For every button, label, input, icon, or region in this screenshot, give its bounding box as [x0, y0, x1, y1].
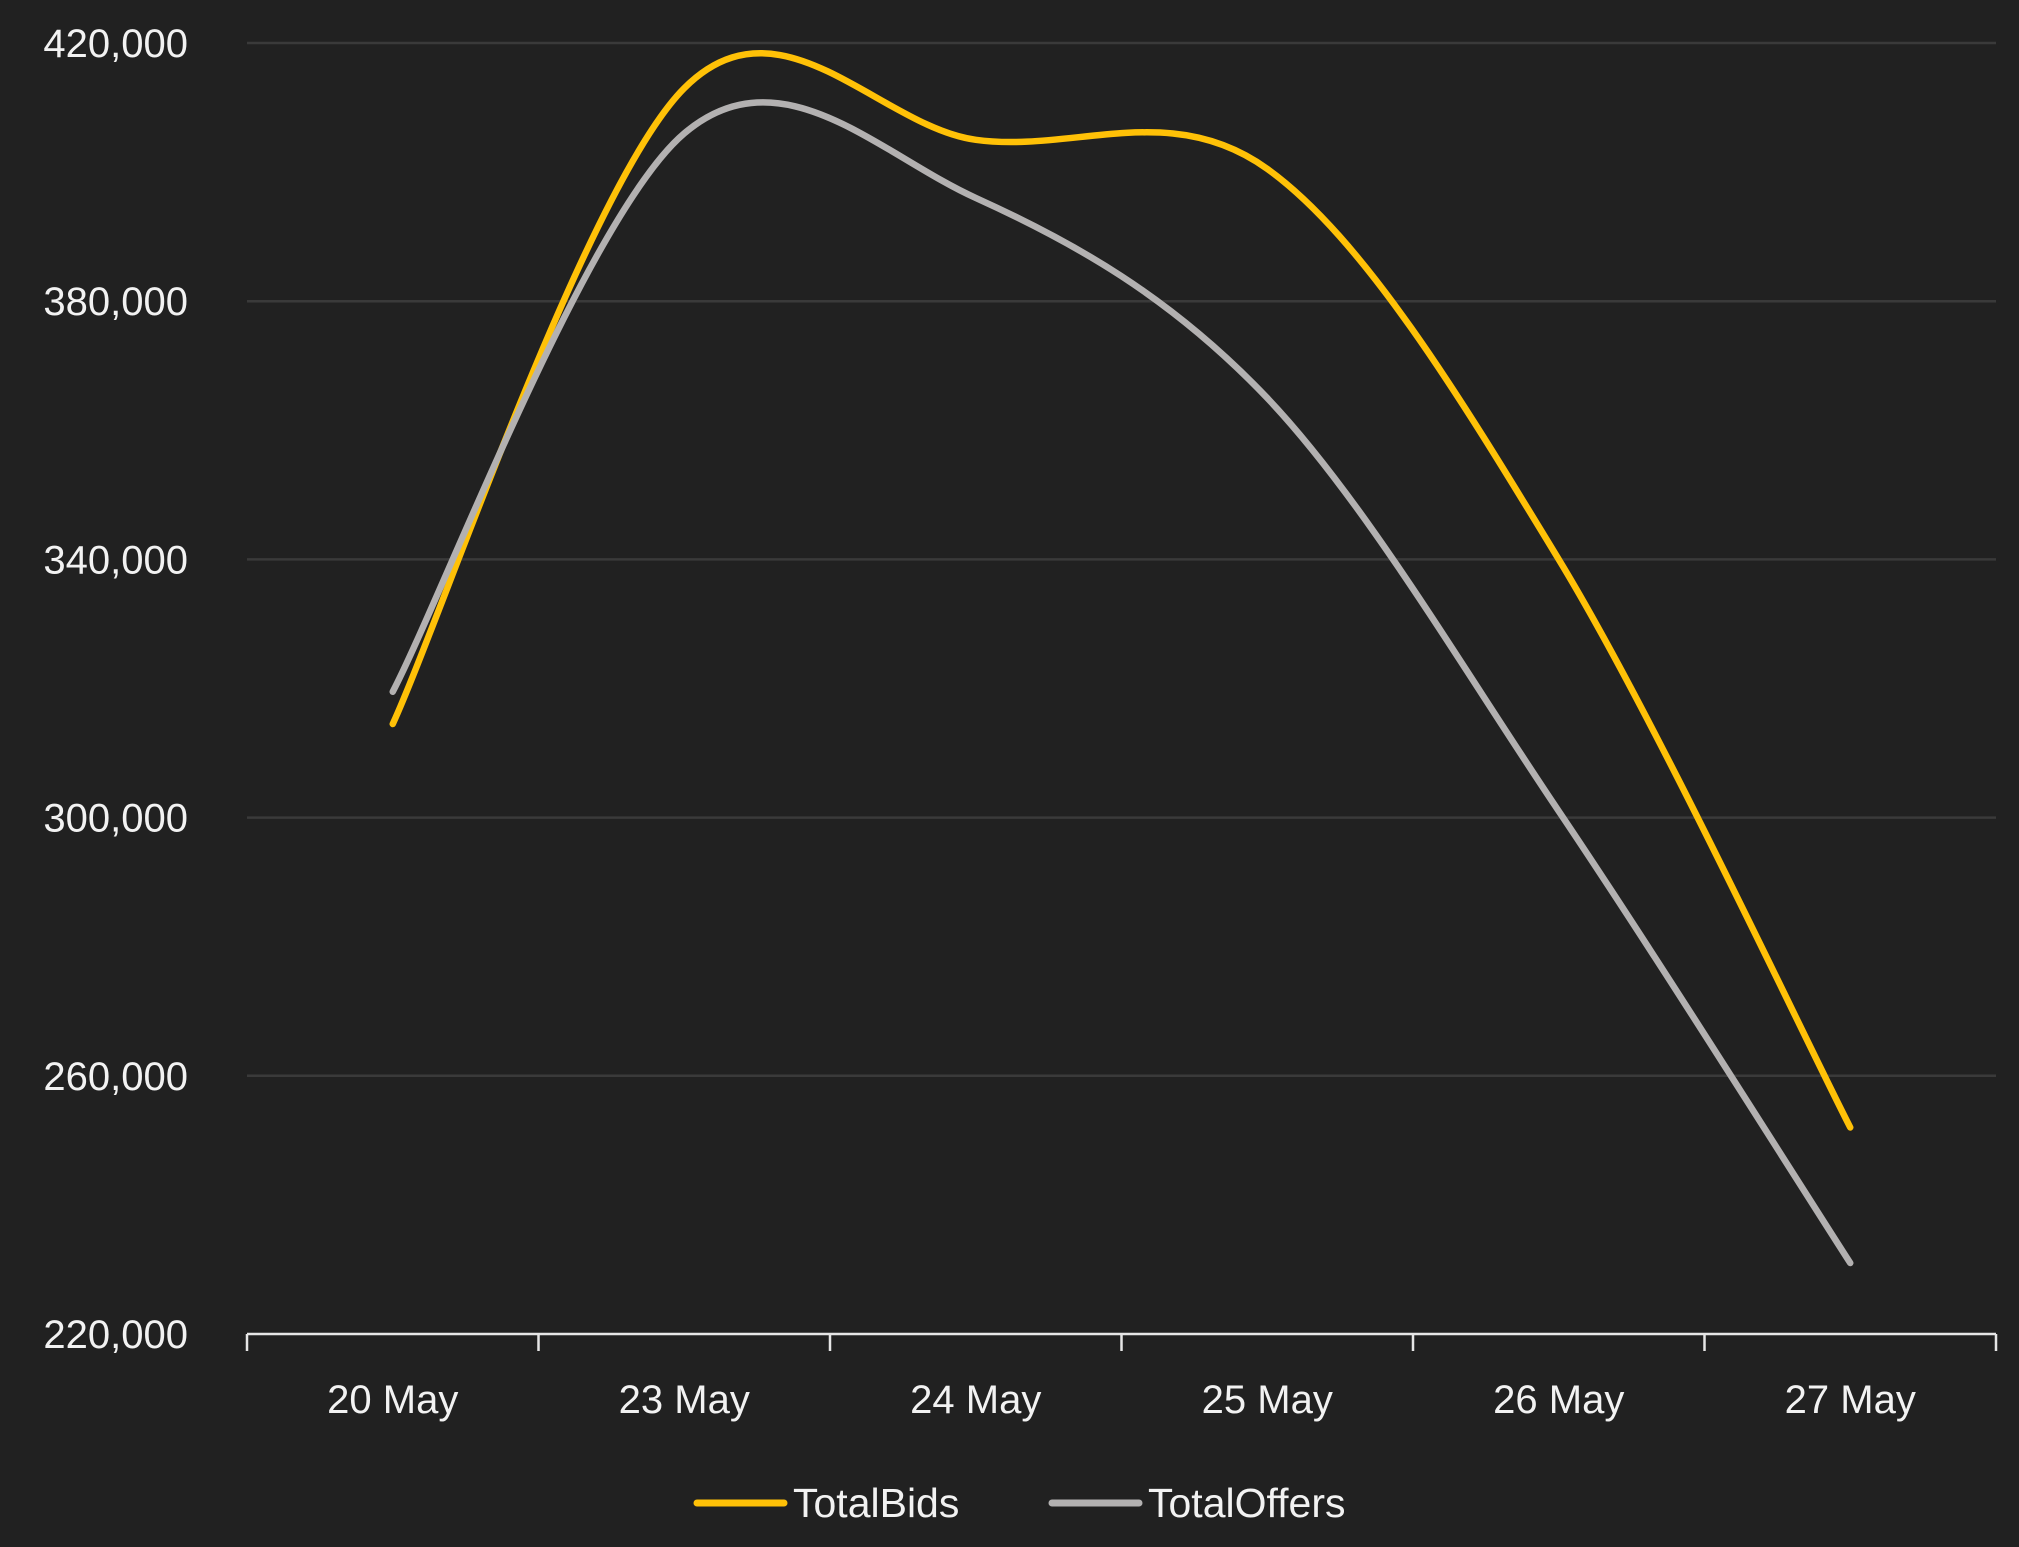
legend: TotalBids TotalOffers	[693, 1480, 1346, 1526]
legend-label: TotalBids	[793, 1480, 959, 1526]
series-line-totalbids	[389, 50, 1854, 1131]
y-tick-label: 420,000	[43, 22, 188, 66]
y-tick-label: 340,000	[43, 538, 188, 582]
y-tick-label: 260,000	[43, 1055, 188, 1099]
x-tick-label: 24 May	[910, 1378, 1041, 1422]
y-tick-label: 300,000	[43, 797, 188, 841]
x-axis: 20 May 23 May 24 May 25 May 26 May 27 May	[245, 1332, 1998, 1422]
y-tick-label: 380,000	[43, 280, 188, 324]
series-line-totaloffers	[389, 99, 1854, 1267]
gridlines	[247, 41, 1996, 1078]
y-axis: 220,000 260,000 300,000 340,000 380,000 420,0…	[43, 22, 188, 1357]
x-tick-label: 20 May	[327, 1378, 458, 1422]
x-tick-label: 26 May	[1493, 1378, 1624, 1422]
y-tick-label: 220,000	[43, 1313, 188, 1357]
x-tick-label: 23 May	[619, 1378, 750, 1422]
x-tick-label: 27 May	[1785, 1378, 1916, 1422]
series-lines	[389, 50, 1854, 1267]
legend-label: TotalOffers	[1148, 1480, 1346, 1526]
x-tick-label: 25 May	[1202, 1378, 1333, 1422]
